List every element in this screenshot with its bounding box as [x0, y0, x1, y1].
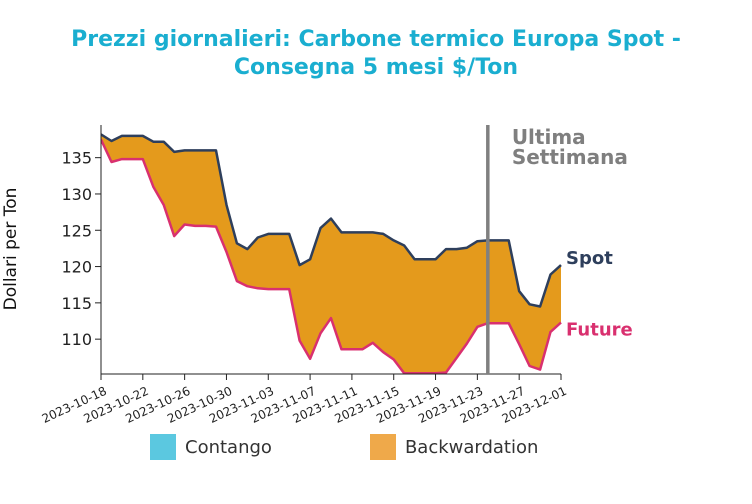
y-tick-label-125: 125	[61, 221, 92, 240]
series-line-future	[101, 138, 562, 374]
y-tick-label-130: 130	[61, 185, 92, 204]
last-week-label-line-1: Ultima	[512, 125, 586, 149]
chart-title: Prezzi giornalieri: Carbone termico Euro…	[0, 26, 752, 82]
fill-layer	[101, 134, 561, 374]
series-layer	[101, 133, 562, 374]
chart-title-line-2: Consegna 5 mesi $/Ton	[233, 55, 519, 80]
chart-title-line-1: Prezzi giornalieri: Carbone termico Euro…	[71, 27, 681, 52]
legend-label-backwardation: Backwardation	[404, 436, 539, 458]
legend-item-backwardation: Backwardation	[369, 434, 539, 460]
y-tick-label-110: 110	[61, 330, 92, 349]
legend-swatch-contango	[150, 434, 176, 460]
series-label-spot: Spot	[566, 248, 613, 269]
legend-label-contango: Contango	[185, 436, 272, 458]
y-tick-label-135: 135	[61, 149, 92, 168]
y-axis-label: Dollari per Ton	[1, 188, 21, 311]
legend-swatch-backwardation	[369, 434, 396, 460]
series-label-future: Future	[566, 319, 633, 340]
y-tick-label-115: 115	[61, 294, 92, 313]
legend-item-contango: Contango	[150, 434, 272, 460]
legend: Contango Backwardation	[150, 434, 636, 460]
y-tick-label-120: 120	[61, 258, 92, 277]
series-line-spot	[101, 133, 562, 308]
last-week-label-line-2: Settimana	[512, 145, 628, 169]
backwardation-area	[101, 134, 561, 374]
